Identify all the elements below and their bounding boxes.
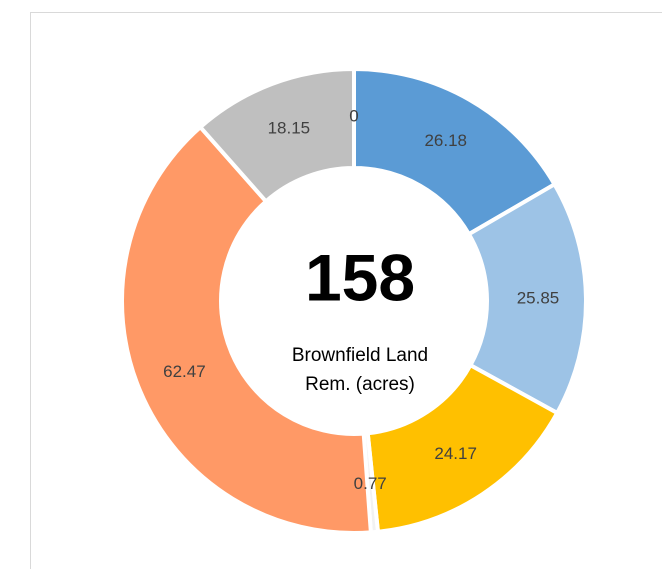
data-label: 0.77 — [354, 474, 387, 493]
donut-segment — [120, 124, 374, 535]
donut-segment — [352, 66, 558, 237]
center-label: Brownfield Land — [292, 345, 428, 366]
data-label: 26.18 — [424, 131, 467, 150]
center-label: Rem. (acres) — [305, 374, 415, 395]
data-label: 24.17 — [434, 444, 477, 463]
data-label: 25.85 — [517, 288, 560, 307]
data-label: 62.47 — [163, 362, 206, 381]
center-value: 158 — [305, 240, 415, 314]
data-label: 0 — [349, 106, 358, 125]
data-label: 18.15 — [268, 118, 311, 137]
